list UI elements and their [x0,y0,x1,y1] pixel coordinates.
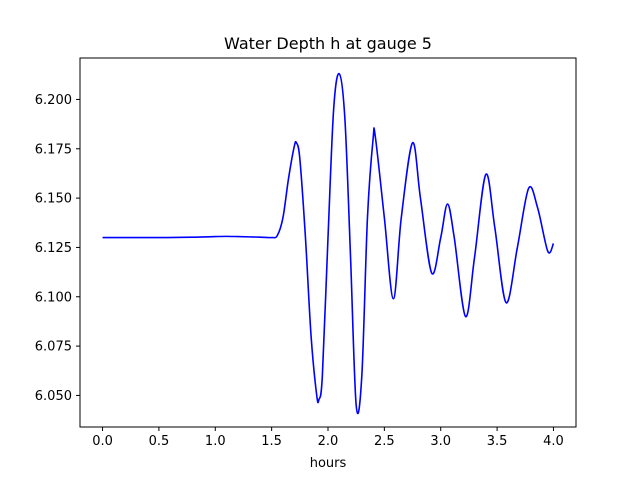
x-tick-label: 1.5 [261,434,282,449]
chart-title: Water Depth h at gauge 5 [224,34,432,53]
y-axis: 6.050 6.075 6.100 6.125 6.150 6.175 6.200 [35,93,80,404]
x-tick-label: 0.5 [149,434,170,449]
x-tick-label: 1.0 [205,434,226,449]
y-tick-label: 6.075 [35,340,72,355]
series-line [102,72,555,415]
x-tick-label: 2.0 [318,434,339,449]
x-axis-label: hours [310,456,347,471]
y-tick-label: 6.175 [35,142,72,157]
y-tick-label: 6.125 [35,241,72,256]
y-tick-label: 6.050 [35,389,72,404]
x-tick-label: 2.5 [374,434,395,449]
x-tick-label: 4.0 [543,434,564,449]
y-tick-label: 6.150 [35,192,72,207]
x-axis: 0.0 0.5 1.0 1.5 2.0 2.5 3.0 3.5 4.0 [92,427,564,449]
y-tick-label: 6.200 [35,93,72,108]
x-tick-label: 3.0 [430,434,451,449]
y-tick-label: 6.100 [35,290,72,305]
x-tick-label: 0.0 [92,434,113,449]
x-tick-label: 3.5 [487,434,508,449]
series-layer [102,72,555,415]
